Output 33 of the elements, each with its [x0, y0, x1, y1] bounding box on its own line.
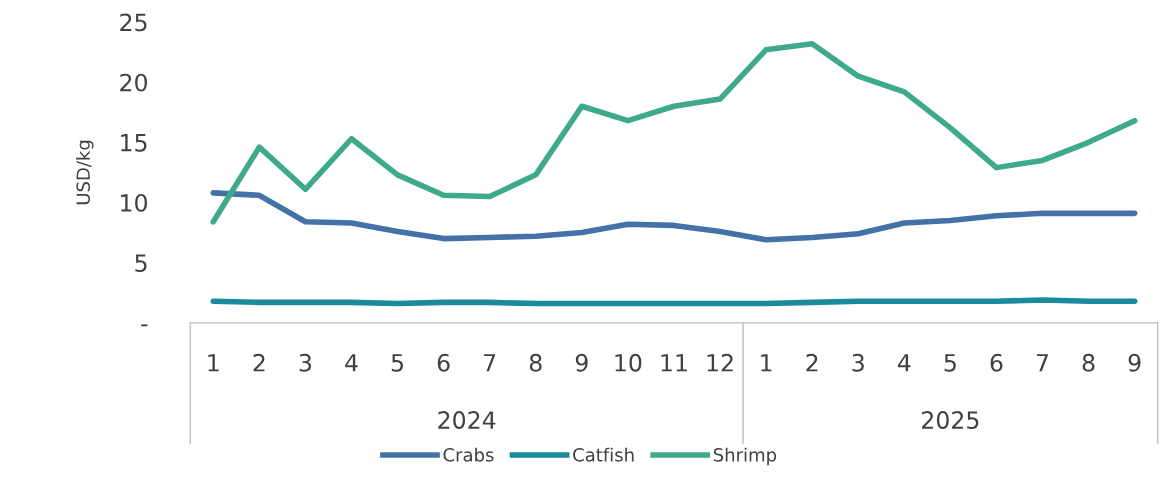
x-tick-label: 8 — [1082, 353, 1095, 372]
text: 2024 — [438, 411, 496, 429]
x-tick-label: 1 — [761, 354, 772, 372]
x-tick-label: 4 — [345, 354, 358, 372]
x-tick-label: 8 — [529, 353, 542, 372]
y-tick-label: 5 — [135, 254, 147, 272]
x-tick-label: 5 — [391, 354, 403, 372]
x-tick-label: 2 — [806, 353, 818, 372]
legend-label: Crabs — [443, 447, 494, 462]
y-tick-label: - — [141, 324, 148, 327]
x-tick-label: 12 — [707, 353, 733, 372]
legend-label: Shrimp — [713, 447, 777, 466]
y-tick-label: 25 — [120, 13, 147, 32]
x-tick-label: 6 — [437, 353, 450, 372]
x-tick-label: 2 — [253, 353, 265, 372]
x-tick-label: 9 — [1128, 353, 1141, 372]
x-tick-label: 7 — [484, 354, 496, 372]
x-tick-label: 10 — [615, 353, 642, 372]
y-tick-label: 10 — [121, 193, 147, 212]
x-tick-label: 3 — [852, 353, 864, 372]
x-tick-label: 11 — [661, 354, 687, 372]
y-tick-label: 15 — [121, 134, 147, 152]
y-tick-label: 20 — [120, 73, 147, 92]
x-tick-label: 7 — [1036, 354, 1048, 372]
x-tick-label: 1 — [208, 354, 219, 372]
text: 2025 — [922, 411, 979, 429]
x-tick-label: 6 — [990, 353, 1003, 372]
x-tick-label: 4 — [897, 354, 911, 372]
x-tick-label: 9 — [575, 353, 588, 372]
x-tick-label: 3 — [299, 353, 312, 372]
legend-label: Catfish — [573, 447, 634, 462]
x-tick-label: 5 — [944, 354, 956, 372]
y-axis-title: USD/kg — [76, 140, 94, 205]
